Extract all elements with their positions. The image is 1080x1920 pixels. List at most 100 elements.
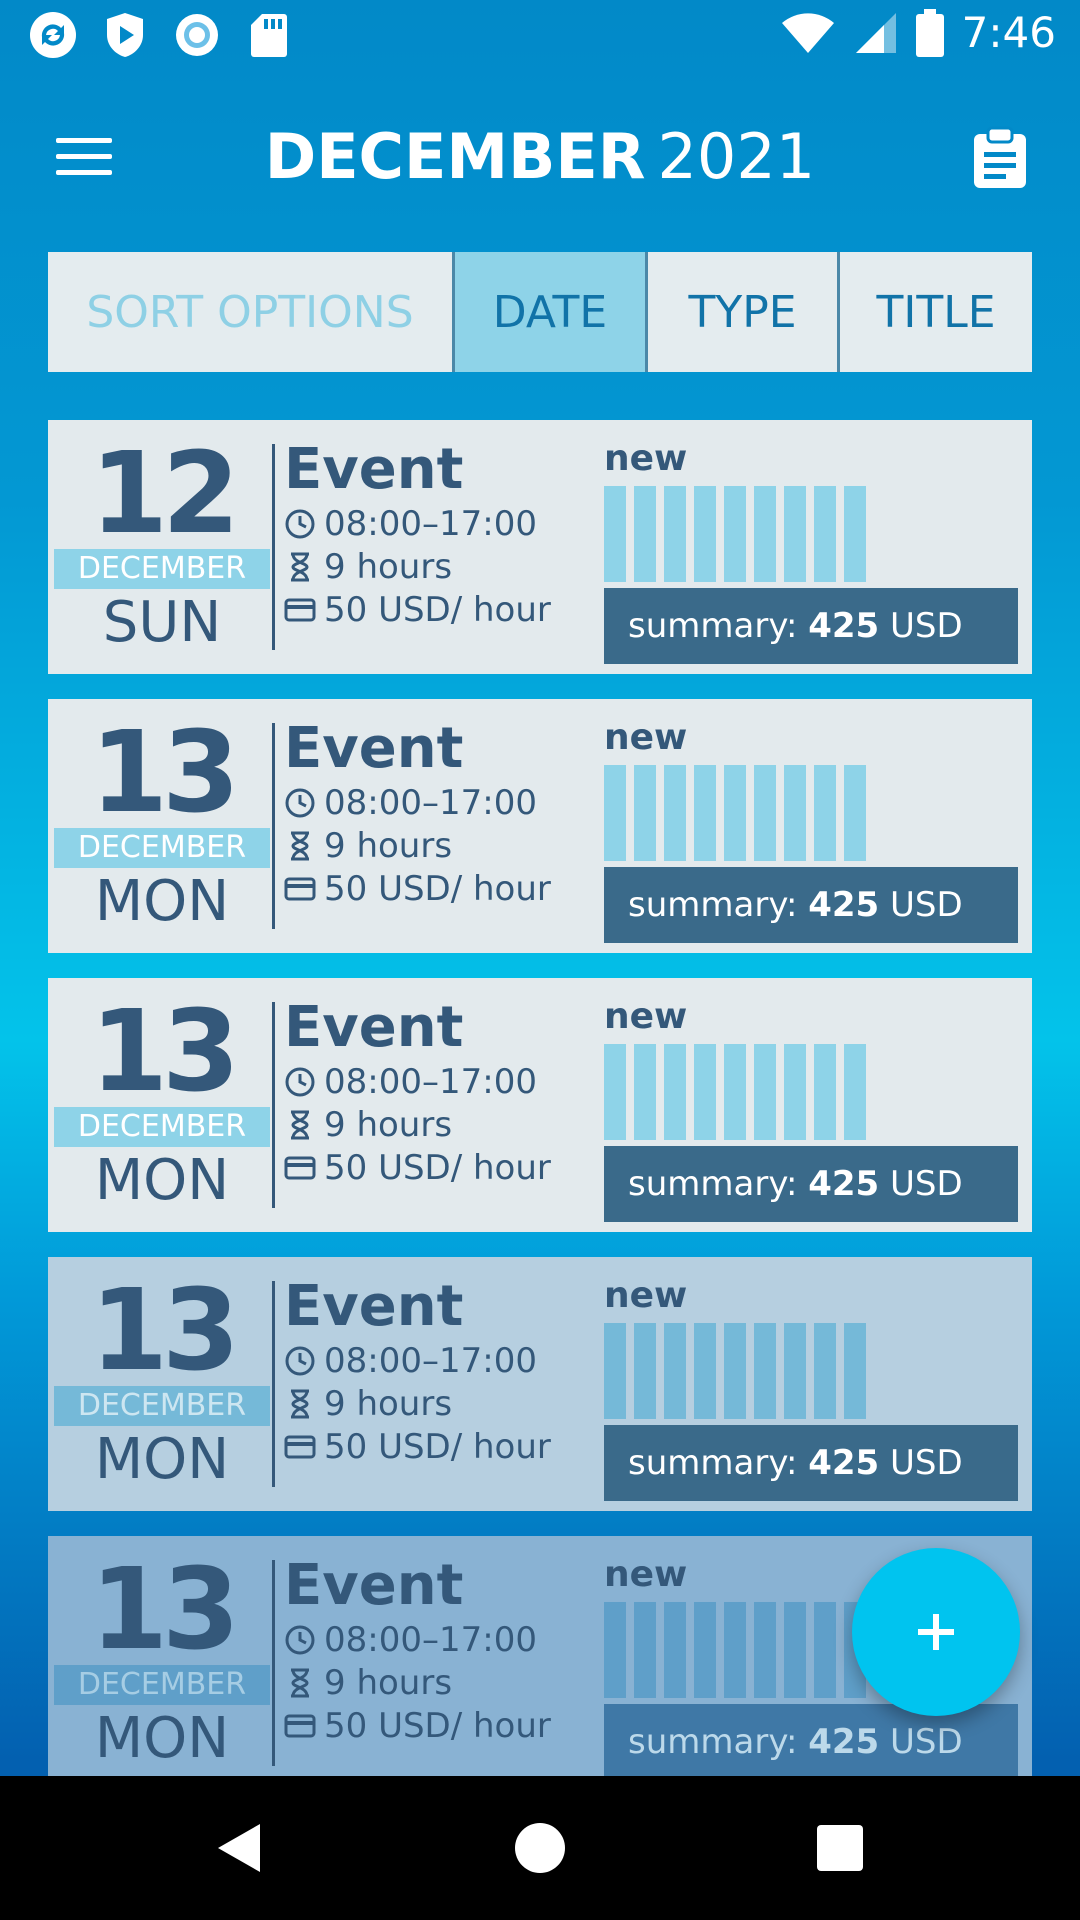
event-month: DECEMBER (54, 549, 270, 589)
event-weekday: MON (94, 1427, 230, 1492)
event-day: 13 (90, 1545, 240, 1675)
menu-icon (56, 138, 112, 143)
add-event-button[interactable] (852, 1548, 1020, 1716)
clock-icon (285, 1625, 315, 1655)
event-rate: 50 USD/ hour (324, 1705, 551, 1746)
divider (272, 444, 275, 650)
hourglass-icon (291, 1389, 309, 1419)
report-button[interactable] (964, 122, 1036, 194)
event-status: new (604, 1554, 688, 1595)
sort-date-button[interactable]: DATE (455, 252, 648, 372)
event-duration: 9 hours (324, 825, 453, 866)
event-rate: 50 USD/ hour (324, 1426, 551, 1467)
signal-icon (855, 12, 896, 53)
event-title: Event (284, 716, 464, 781)
event-time: 08:00–17:00 (324, 782, 537, 823)
clock-icon (285, 1067, 315, 1097)
hours-bars (604, 1602, 866, 1698)
card-payment-icon (284, 877, 316, 901)
card-payment-icon (284, 598, 316, 622)
title-month: DECEMBER (264, 120, 646, 193)
event-summary: summary: 425 USD (604, 588, 1018, 664)
wifi-icon (781, 12, 834, 53)
card-payment-icon (284, 1156, 316, 1180)
hours-bars (604, 765, 866, 861)
event-weekday: SUN (102, 590, 222, 655)
event-card[interactable]: 13 DECEMBER MON Event 08:00–17:00 9 hour… (48, 978, 1032, 1232)
back-icon (218, 1824, 260, 1872)
divider (272, 723, 275, 929)
back-button[interactable] (204, 1812, 276, 1884)
event-summary: summary: 425 USD (604, 1146, 1018, 1222)
plus-icon (918, 1614, 954, 1650)
refresh-app-icon (28, 10, 78, 60)
event-date: 13 DECEMBER MON (54, 699, 270, 953)
home-button[interactable] (504, 1812, 576, 1884)
event-day: 13 (90, 708, 240, 838)
sort-type-button[interactable]: TYPE (648, 252, 840, 372)
battery-icon (915, 8, 944, 57)
status-time: 7:46 (961, 8, 1056, 57)
event-rate: 50 USD/ hour (324, 589, 551, 630)
card-payment-icon (284, 1435, 316, 1459)
event-month: DECEMBER (54, 828, 270, 868)
divider (272, 1560, 275, 1766)
sort-options-label: SORT OPTIONS (48, 252, 455, 372)
event-title: Event (284, 437, 464, 502)
event-summary: summary: 425 USD (604, 867, 1018, 943)
event-title: Event (284, 1274, 464, 1339)
event-card[interactable]: 13 DECEMBER MON Event 08:00–17:00 9 hour… (48, 699, 1032, 953)
event-day: 12 (90, 429, 240, 559)
event-date: 13 DECEMBER MON (54, 1257, 270, 1511)
event-status: new (604, 1275, 688, 1316)
event-duration: 9 hours (324, 1383, 453, 1424)
event-time: 08:00–17:00 (324, 1340, 537, 1381)
event-date: 13 DECEMBER MON (54, 1536, 270, 1776)
sort-bar: SORT OPTIONS DATE TYPE TITLE (48, 252, 1032, 372)
event-day: 13 (90, 987, 240, 1117)
event-summary: summary: 425 USD (604, 1704, 1018, 1776)
event-month: DECEMBER (54, 1107, 270, 1147)
record-icon (172, 10, 222, 60)
event-time: 08:00–17:00 (324, 1061, 537, 1102)
hourglass-icon (291, 831, 309, 861)
hourglass-icon (291, 1668, 309, 1698)
event-date: 12 DECEMBER SUN (54, 420, 270, 674)
hours-bars (604, 1323, 866, 1419)
event-status: new (604, 717, 688, 758)
event-card[interactable]: 13 DECEMBER MON Event 08:00–17:00 9 hour… (48, 1257, 1032, 1511)
title-year: 2021 (657, 120, 816, 193)
menu-button[interactable] (44, 130, 124, 190)
shield-play-icon (100, 10, 150, 60)
event-status: new (604, 996, 688, 1037)
event-weekday: MON (94, 1148, 230, 1213)
event-status: new (604, 438, 688, 479)
event-list[interactable]: 12 DECEMBER SUN Event 08:00–17:00 9 hour… (48, 420, 1032, 1776)
event-card[interactable]: 12 DECEMBER SUN Event 08:00–17:00 9 hour… (48, 420, 1032, 674)
home-icon (515, 1823, 565, 1873)
event-duration: 9 hours (324, 546, 453, 587)
divider (272, 1002, 275, 1208)
event-summary: summary: 425 USD (604, 1425, 1018, 1501)
clipboard-icon (974, 126, 1026, 188)
event-duration: 9 hours (324, 1662, 453, 1703)
event-month: DECEMBER (54, 1665, 270, 1705)
hours-bars (604, 1044, 866, 1140)
status-bar: 7:46 (0, 0, 1080, 72)
hourglass-icon (291, 1110, 309, 1140)
clock-icon (285, 1346, 315, 1376)
sort-title-button[interactable]: TITLE (876, 286, 996, 338)
event-rate: 50 USD/ hour (324, 868, 551, 909)
recents-button[interactable] (804, 1812, 876, 1884)
divider (272, 1281, 275, 1487)
event-rate: 50 USD/ hour (324, 1147, 551, 1188)
card-payment-icon (284, 1714, 316, 1738)
app-bar: DECEMBER 2021 (0, 90, 1080, 220)
hours-bars (604, 486, 866, 582)
clock-icon (285, 788, 315, 818)
event-time: 08:00–17:00 (324, 1619, 537, 1660)
system-nav-bar (0, 1776, 1080, 1920)
event-weekday: MON (94, 1706, 230, 1771)
event-date: 13 DECEMBER MON (54, 978, 270, 1232)
event-title: Event (284, 995, 464, 1060)
